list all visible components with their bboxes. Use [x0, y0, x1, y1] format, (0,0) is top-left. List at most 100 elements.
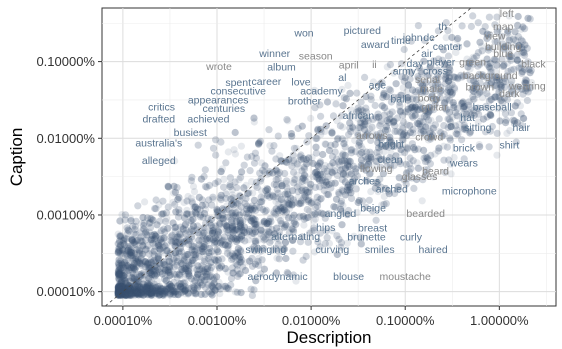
- data-point: [150, 230, 158, 239]
- data-point: [217, 168, 225, 176]
- data-point: [269, 208, 277, 216]
- data-point: [500, 61, 508, 69]
- data-point: [486, 110, 494, 118]
- data-point: [469, 12, 477, 20]
- data-point: [132, 287, 140, 295]
- data-point: [421, 67, 429, 75]
- data-point: [476, 38, 484, 46]
- data-point: [114, 283, 122, 291]
- data-point: [205, 248, 213, 257]
- data-point: [189, 289, 197, 297]
- data-point: [265, 218, 273, 226]
- data-point: [368, 150, 376, 158]
- data-point: [224, 242, 232, 250]
- data-point: [323, 98, 332, 106]
- data-point: [469, 84, 478, 92]
- data-point: [321, 161, 329, 170]
- data-point: [341, 191, 350, 199]
- data-point: [224, 148, 232, 156]
- data-point: [281, 169, 289, 178]
- data-point: [311, 210, 319, 218]
- data-point: [523, 96, 532, 105]
- data-point: [442, 34, 450, 42]
- data-point: [298, 184, 306, 192]
- data-point: [153, 277, 161, 285]
- data-point: [328, 169, 336, 177]
- data-point: [441, 66, 449, 74]
- data-point: [145, 290, 153, 299]
- data-point: [162, 284, 170, 292]
- data-point: [247, 285, 255, 293]
- data-point: [405, 93, 413, 102]
- data-point: [470, 111, 478, 119]
- data-point: [215, 228, 223, 236]
- data-point: [193, 205, 201, 213]
- data-point: [493, 151, 501, 159]
- data-point: [267, 236, 275, 245]
- data-point: [343, 239, 351, 247]
- data-point: [374, 139, 382, 147]
- data-point: [120, 241, 129, 249]
- data-point: [403, 121, 411, 129]
- data-point: [196, 231, 204, 239]
- data-point: [302, 156, 310, 164]
- data-point: [235, 211, 243, 219]
- data-point: [123, 261, 132, 270]
- data-point: [245, 204, 253, 212]
- data-point: [409, 157, 417, 165]
- data-point: [118, 211, 126, 219]
- data-point: [175, 270, 183, 279]
- data-point: [292, 220, 300, 228]
- data-point: [418, 197, 426, 205]
- data-point: [251, 260, 259, 268]
- data-point: [250, 118, 258, 126]
- data-point: [118, 261, 126, 269]
- data-point: [399, 124, 407, 132]
- data-point: [285, 200, 293, 208]
- data-point: [315, 176, 323, 184]
- data-point: [201, 290, 209, 298]
- data-point: [458, 22, 466, 30]
- data-point: [317, 195, 325, 203]
- data-point: [359, 122, 367, 130]
- data-point: [147, 258, 155, 266]
- data-point: [198, 201, 206, 210]
- data-point: [114, 268, 122, 276]
- data-point: [149, 249, 157, 257]
- data-point: [400, 118, 408, 126]
- data-point: [385, 190, 393, 198]
- data-point: [341, 178, 349, 186]
- data-point: [116, 285, 124, 294]
- data-point: [483, 55, 491, 63]
- data-point: [181, 214, 189, 222]
- data-point: [119, 283, 127, 291]
- data-point: [135, 284, 143, 292]
- data-point: [296, 156, 304, 164]
- data-point: [422, 78, 430, 86]
- data-point: [346, 157, 354, 165]
- data-point: [453, 36, 461, 44]
- data-point: [199, 232, 207, 240]
- data-point: [156, 291, 164, 299]
- data-point: [118, 289, 126, 298]
- data-point: [125, 282, 133, 290]
- data-point: [251, 260, 259, 268]
- data-point: [445, 77, 453, 85]
- data-point: [153, 221, 161, 229]
- data-point: [156, 229, 164, 237]
- data-point: [458, 99, 466, 107]
- data-point: [463, 40, 471, 48]
- data-point: [206, 272, 214, 280]
- data-point: [263, 191, 272, 199]
- data-point: [378, 102, 386, 110]
- data-point: [275, 200, 283, 208]
- data-point: [233, 184, 241, 192]
- data-point: [422, 171, 430, 179]
- data-point: [255, 140, 263, 148]
- data-point: [245, 227, 253, 236]
- data-point: [274, 195, 282, 203]
- data-point: [443, 143, 451, 151]
- data-point: [278, 182, 286, 190]
- data-point: [220, 175, 228, 183]
- data-point: [309, 173, 317, 181]
